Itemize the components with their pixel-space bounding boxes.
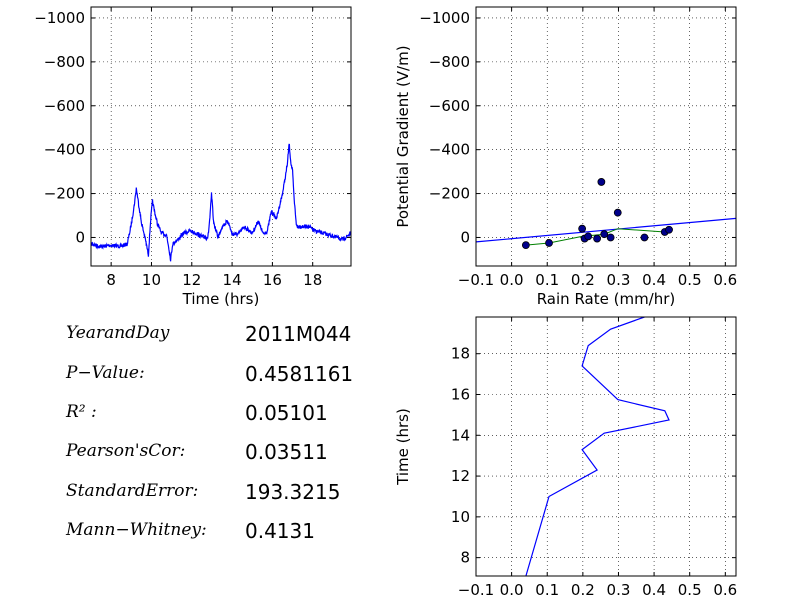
profile-x-tick-label: 0.4 <box>642 581 666 599</box>
scatter-y-tick-label: −1000 <box>419 9 470 27</box>
scatter-x-tick-label: 0.1 <box>535 271 559 289</box>
scatter-x-tick-label: −0.1 <box>458 271 494 289</box>
scatter-regression-line <box>476 217 736 243</box>
timeseries-y-tick-label: 0 <box>75 228 85 246</box>
timeseries-y-tick-label: −1000 <box>34 9 85 27</box>
scatter-point <box>593 234 601 243</box>
scatter-y-tick-label: 0 <box>460 228 470 246</box>
timeseries-frame <box>90 6 352 267</box>
timeseries-x-tick-label: 8 <box>106 271 116 289</box>
profile-x-tick-label: 0.0 <box>500 581 524 599</box>
profile-x-tick-label: 0.1 <box>535 581 559 599</box>
timeseries-plot: 8 10 12 14 16 18 0 −200 −400 −600 −800 −1000 Time (h… <box>34 6 352 308</box>
timeseries-y-tick-label: −800 <box>44 53 85 71</box>
stat-value-year-and-day: 2011M044 <box>245 322 352 346</box>
profile-plot-area <box>476 317 736 576</box>
stat-label-year-and-day: YearandDay <box>66 323 170 343</box>
timeseries-series-line <box>91 143 351 262</box>
scatter-x-tick-label: 0.5 <box>678 271 702 289</box>
scatter-y-tick-label: −600 <box>429 97 470 115</box>
scatter-x-tick-label: 0.2 <box>571 271 595 289</box>
scatter-y-axis-label: Potential Gradient (V/m) <box>394 45 412 227</box>
time-profile-plot: −0.1 0.0 0.1 0.2 0.3 0.4 0.5 0.6 8 10 12 14 16 18 Time… <box>394 316 737 599</box>
profile-x-tick-label: 0.6 <box>713 581 737 599</box>
timeseries-x-tick-label: 10 <box>142 271 161 289</box>
timeseries-plot-area <box>91 7 351 266</box>
scatter-x-tick-label: 0.3 <box>607 271 631 289</box>
scatter-data-layer <box>476 178 736 250</box>
profile-frame <box>475 316 737 577</box>
profile-x-tick-label: 0.5 <box>678 581 702 599</box>
scatter-point <box>606 233 615 242</box>
scatter-x-axis-label: Rain Rate (mm/hr) <box>537 290 676 308</box>
stat-label-r-squared: R² : <box>66 402 97 422</box>
scatter-x-tick-label: 0.0 <box>500 271 524 289</box>
scatter-point <box>665 225 673 234</box>
profile-y-tick-label: 18 <box>451 345 470 363</box>
scatter-point <box>521 241 530 250</box>
timeseries-y-tick-label: −600 <box>44 97 85 115</box>
profile-y-tick-label: 14 <box>451 426 470 444</box>
timeseries-x-tick-label: 18 <box>303 271 322 289</box>
timeseries-y-tick-label: −400 <box>44 141 85 159</box>
scatter-y-tick-label: −400 <box>429 141 470 159</box>
timeseries-x-tick-label: 16 <box>263 271 282 289</box>
profile-y-tick-label: 16 <box>451 385 470 403</box>
scatter-plot: −0.1 0.0 0.1 0.2 0.3 0.4 0.5 0.6 0 −200 −400 −600 −8… <box>394 6 737 308</box>
stat-value-p-value: 0.4581161 <box>245 362 354 386</box>
scatter-y-tick-label: −200 <box>429 185 470 203</box>
scatter-point <box>640 233 649 242</box>
timeseries-x-tick-label: 12 <box>182 271 201 289</box>
scatter-point <box>584 232 593 241</box>
stat-label-standard-error: StandardError: <box>66 481 199 501</box>
profile-y-tick-label: 12 <box>451 467 470 485</box>
scatter-plot-area <box>476 7 736 266</box>
scatter-point <box>578 224 587 233</box>
timeseries-x-tick-label: 14 <box>223 271 242 289</box>
stat-label-pearson: Pearson'sCor: <box>66 441 186 461</box>
stat-value-mann-whitney: 0.4131 <box>245 519 315 543</box>
scatter-point <box>600 230 609 239</box>
scatter-x-tick-label: 0.6 <box>713 271 737 289</box>
profile-y-tick-label: 8 <box>460 549 470 567</box>
profile-x-tick-label: 0.2 <box>571 581 595 599</box>
timeseries-x-axis-label: Time (hrs) <box>182 290 260 308</box>
scatter-frame <box>475 6 737 267</box>
stat-label-p-value: P−Value: <box>66 363 145 383</box>
profile-x-tick-label: 0.3 <box>607 581 631 599</box>
profile-y-tick-label: 10 <box>451 508 470 526</box>
scatter-point <box>613 208 622 217</box>
scatter-point <box>545 239 553 247</box>
scatter-x-tick-label: 0.4 <box>642 271 666 289</box>
stat-value-standard-error: 193.3215 <box>245 480 341 504</box>
profile-series-line <box>525 317 670 576</box>
profile-x-tick-label: −0.1 <box>458 581 494 599</box>
stat-label-mann-whitney: Mann−Whitney: <box>66 520 207 540</box>
scatter-point <box>597 178 606 186</box>
profile-data-layer <box>525 317 670 576</box>
timeseries-y-tick-label: −200 <box>44 185 85 203</box>
stat-value-pearson: 0.03511 <box>245 440 328 464</box>
profile-y-axis-label: Time (hrs) <box>394 408 412 486</box>
timeseries-data-layer <box>91 143 351 262</box>
stat-value-r-squared: 0.05101 <box>245 401 328 425</box>
scatter-y-tick-label: −800 <box>429 53 470 71</box>
